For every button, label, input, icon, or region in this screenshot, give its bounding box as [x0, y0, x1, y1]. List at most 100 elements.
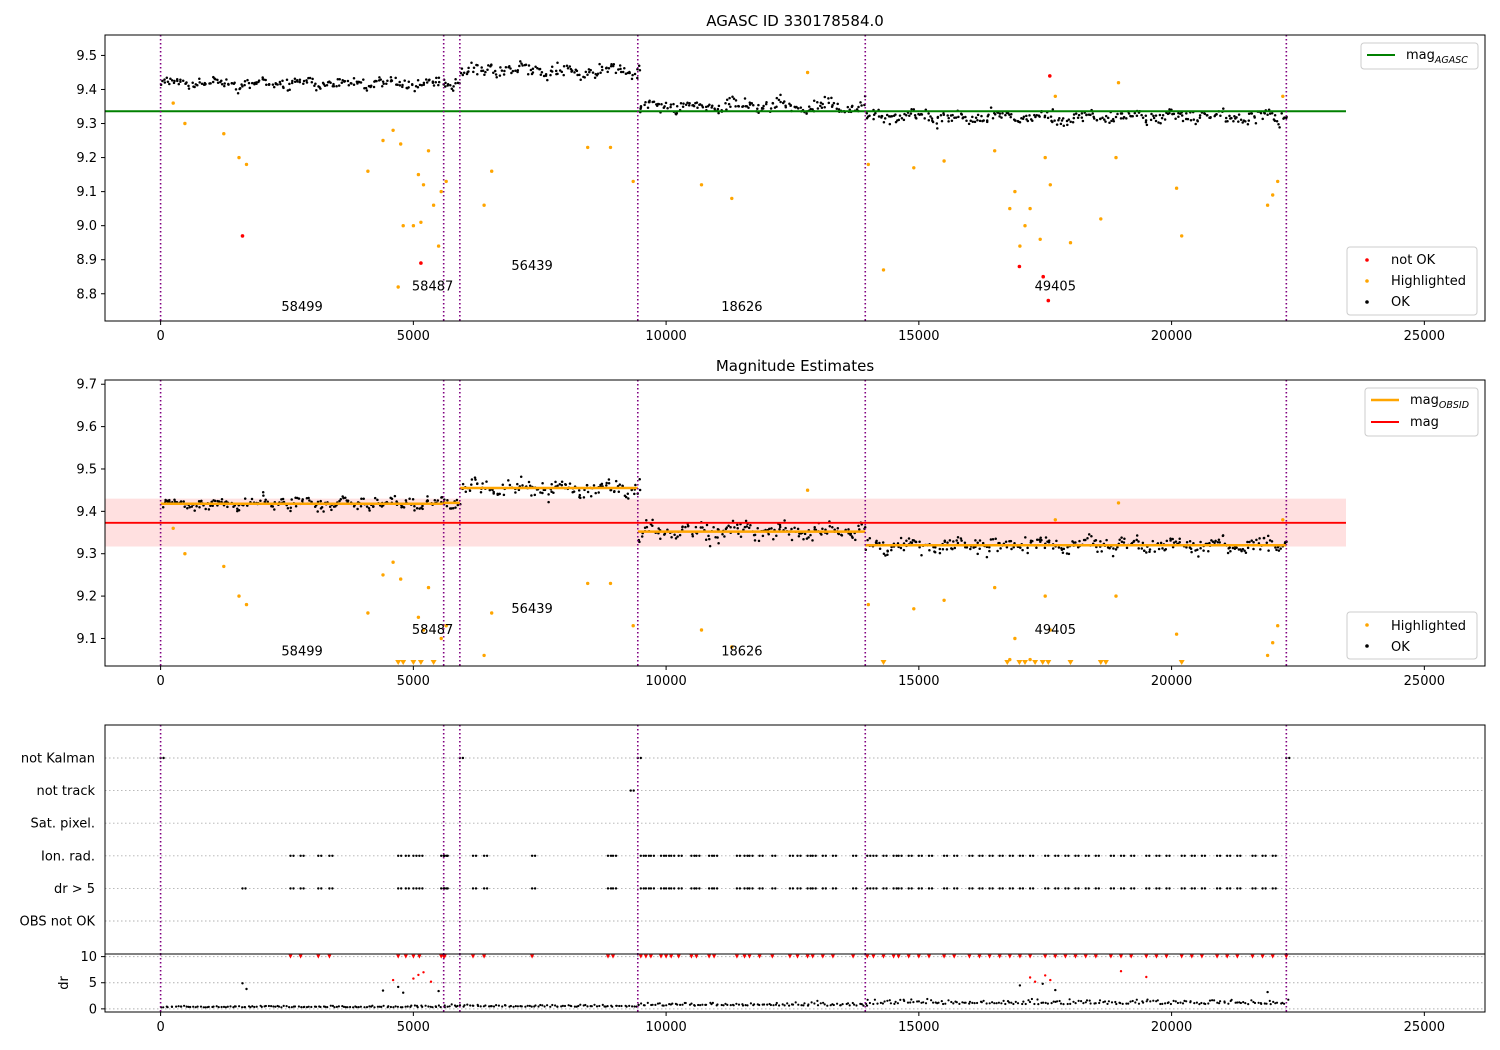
- ok-dr-point: [1204, 1002, 1207, 1006]
- ok-point: [1051, 547, 1055, 550]
- ok-point: [1125, 117, 1128, 120]
- flag-event-point: [446, 854, 449, 857]
- ok-point: [1028, 114, 1031, 117]
- flag-event-point: [320, 854, 323, 857]
- ok-point: [611, 64, 615, 68]
- not-ok-series: [240, 74, 1052, 303]
- ok-dr-point: [968, 1000, 972, 1003]
- ok-point: [320, 505, 324, 509]
- ok-point: [1022, 115, 1026, 118]
- ok-dr-point: [1106, 1002, 1109, 1006]
- ok-dr-point: [528, 1004, 531, 1008]
- flag-event-point: [533, 887, 537, 890]
- flag-event-point: [1236, 887, 1239, 890]
- flag-event-point: [998, 854, 1001, 857]
- ok-dr-point: [324, 1005, 327, 1009]
- flag-event-point: [814, 854, 817, 857]
- ok-point: [1057, 119, 1060, 122]
- ok-dr-point: [1107, 1000, 1110, 1003]
- ok-point: [1112, 547, 1115, 550]
- flag-event-point: [1008, 887, 1011, 890]
- highlighted-point: [244, 602, 249, 607]
- flag-event-point: [412, 887, 415, 890]
- ok-point: [1174, 117, 1177, 121]
- flag-event-point: [609, 887, 613, 890]
- flag-event-point: [1047, 854, 1050, 857]
- ok-dr-point: [234, 1005, 237, 1008]
- ok-dr-point: [378, 1005, 381, 1008]
- ok-point: [480, 66, 483, 69]
- ok-point: [897, 118, 901, 122]
- ok-dr-point: [952, 1002, 955, 1005]
- ok-point: [753, 539, 757, 542]
- clipped-dr-marker: [689, 954, 694, 959]
- flag-event-point: [978, 854, 981, 857]
- ok-point: [198, 81, 201, 84]
- flag-event-point: [953, 854, 956, 857]
- ok-point: [181, 79, 185, 83]
- flag-event-point: [788, 854, 792, 857]
- flag-event-point: [1274, 887, 1277, 890]
- ok-point: [998, 112, 1002, 115]
- highlighted-point: [608, 581, 613, 586]
- ok-point: [415, 506, 419, 510]
- ok-dr-point: [968, 1002, 971, 1005]
- ok-point: [742, 528, 745, 532]
- ok-point: [903, 112, 906, 116]
- ok-point: [220, 83, 224, 86]
- ok-point: [674, 537, 678, 540]
- ok-point: [425, 81, 429, 84]
- ok-point: [562, 65, 566, 68]
- ok-point: [446, 499, 449, 502]
- ok-point: [809, 533, 812, 537]
- not-ok-point: [1046, 298, 1051, 303]
- ok-dr-point: [241, 1006, 244, 1009]
- ok-point: [734, 105, 737, 108]
- highlighted-point: [391, 128, 395, 132]
- flag-event-point: [895, 887, 898, 890]
- ok-point: [1237, 120, 1240, 123]
- ok-point: [1216, 540, 1220, 544]
- flagged-dr-point: [437, 989, 440, 993]
- ok-dr-point: [365, 1006, 369, 1009]
- ok-point: [473, 476, 477, 479]
- ok-point: [991, 117, 995, 120]
- ok-point: [1047, 541, 1051, 544]
- ok-point: [967, 122, 971, 126]
- ok-point: [1270, 111, 1274, 115]
- flag-event-point: [1031, 887, 1035, 890]
- ok-dr-point: [226, 1005, 229, 1008]
- flag-event-point: [1200, 887, 1204, 890]
- ok-point: [187, 87, 191, 90]
- ok-point: [289, 506, 293, 509]
- flag-event-point: [738, 854, 742, 857]
- ok-point: [695, 101, 699, 104]
- ok-point: [368, 509, 371, 512]
- ok-point: [819, 101, 823, 104]
- flag-event-point: [1200, 854, 1204, 857]
- clipped-dr-marker: [694, 954, 699, 959]
- ok-point: [173, 498, 176, 502]
- flag-event-point: [1047, 887, 1050, 890]
- ok-dr-point: [1052, 1000, 1055, 1003]
- ok-point: [934, 546, 937, 549]
- flag-event-point: [317, 887, 320, 890]
- ok-dr-point: [1008, 1001, 1011, 1004]
- ok-point: [610, 62, 613, 66]
- ok-point: [965, 119, 968, 123]
- ok-point: [560, 70, 564, 74]
- y-tick-label: 9.2: [76, 151, 97, 166]
- flag-event-point: [302, 887, 305, 890]
- ok-point: [905, 539, 908, 542]
- ok-point: [193, 509, 196, 512]
- flag-event-point: [471, 887, 475, 890]
- ok-point: [849, 532, 853, 536]
- ok-point: [1129, 114, 1132, 118]
- highlighted-point: [1180, 234, 1184, 238]
- ok-point: [262, 78, 266, 81]
- highlighted-point: [586, 145, 590, 150]
- ok-point: [724, 102, 727, 105]
- flag-event-point: [1064, 887, 1067, 890]
- ok-dr-point: [744, 1004, 747, 1007]
